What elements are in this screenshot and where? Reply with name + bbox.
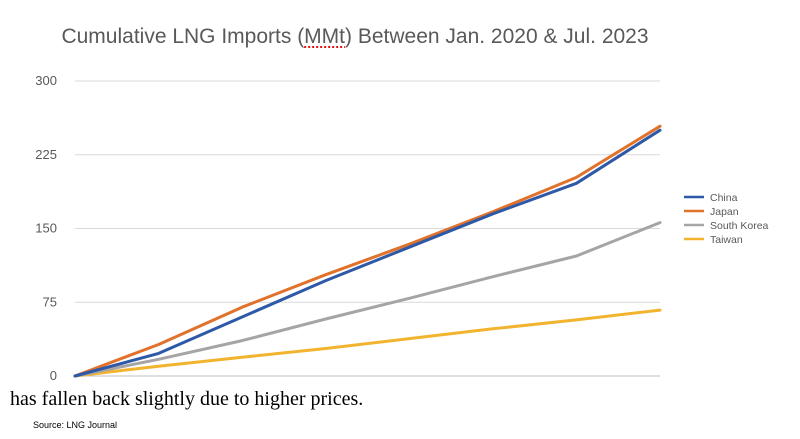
legend-label: Taiwan [710,234,743,246]
source-note: Source: LNG Journal [33,420,118,430]
y-axis-ticks: 0 75 150 225 300 [35,73,57,383]
series-line-taiwan [73,308,662,378]
y-tick-label: 150 [35,221,57,236]
y-tick-label: 300 [35,73,57,88]
series-line-china [73,128,662,378]
series-line-japan [73,124,662,378]
gridlines [75,80,660,377]
legend: China Japan South Korea Taiwan [684,192,769,246]
series-line-south-korea [73,221,662,378]
overlay-caption: has fallen back slightly due to higher p… [10,388,364,410]
legend-label: South Korea [710,220,769,232]
legend-label: Japan [710,206,739,218]
y-tick-label: 75 [43,294,57,309]
legend-label: China [710,192,738,204]
chart-title: Cumulative LNG Imports (MMt) Between Jan… [61,25,648,48]
y-tick-label: 225 [35,147,57,162]
y-tick-label: 0 [50,368,57,383]
series-lines [73,124,662,378]
